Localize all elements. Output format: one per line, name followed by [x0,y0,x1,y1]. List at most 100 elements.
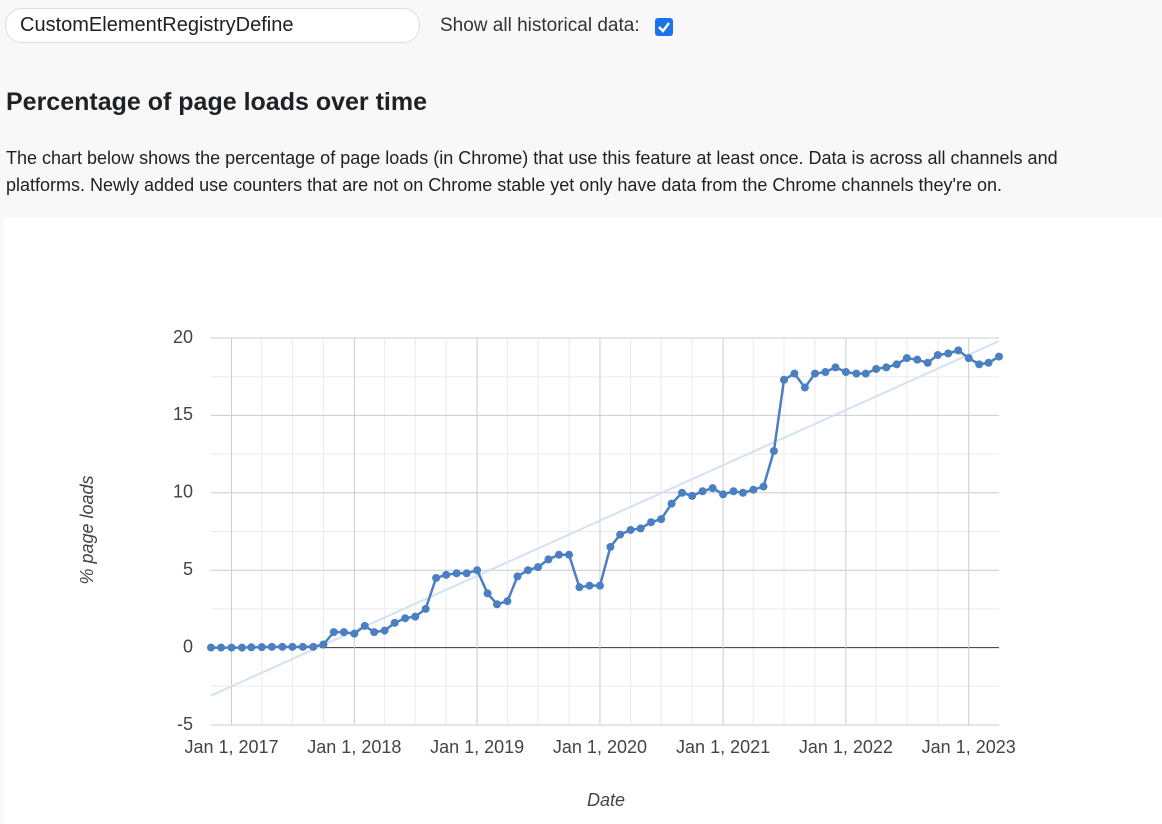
data-point [257,643,266,652]
checkbox-label: Show all historical data: [440,15,640,36]
data-point [298,642,307,651]
data-point [564,550,573,559]
y-tick-label: 10 [173,482,193,502]
x-tick-label: Jan 1, 2020 [553,737,647,757]
data-point [554,550,563,559]
data-point [217,643,226,652]
data-point [749,485,758,494]
data-point [698,487,707,496]
y-tick-label: 20 [173,327,193,347]
data-point [810,369,819,378]
data-point [738,488,747,497]
data-point [852,369,861,378]
data-point [892,360,901,369]
y-tick-label: 0 [183,636,193,656]
data-point [380,626,389,635]
y-tick-label: 15 [173,404,193,424]
trendline [210,340,1000,697]
data-point [902,354,911,363]
data-point [207,643,215,652]
data-point [473,566,482,575]
data-point [729,487,738,496]
data-point [719,490,728,499]
data-point [636,524,645,533]
data-point [534,563,543,572]
data-point [678,488,687,497]
data-point [984,358,993,367]
search-input[interactable]: CustomElementRegistryDefine [5,8,420,43]
data-point [462,569,471,578]
data-point [995,352,1003,361]
description-line: platforms. Newly added use counters that… [6,175,1002,195]
data-point [370,628,379,637]
y-tick-label: 5 [183,559,193,579]
data-point [779,375,788,384]
data-point [954,346,963,355]
checkbox[interactable] [655,18,673,36]
section-title: Percentage of page loads over time [6,88,427,116]
data-point [964,354,973,363]
data-point [933,351,942,360]
data-point [483,589,492,598]
data-point [411,612,420,621]
x-tick-label: Jan 1, 2023 [922,737,1016,757]
chart: % page loads Date -5 0 5 10 15 20 Jan 1, 2017 J… [4,217,1162,824]
data-point [432,573,441,582]
data-point [227,643,236,652]
data-point [319,640,328,649]
description: The chart below shows the percentage of … [6,145,1058,199]
check-icon [658,22,670,33]
data-point [575,583,584,592]
data-point [841,368,850,377]
data-point [944,349,953,358]
data-point [831,363,840,372]
data-point [759,482,768,491]
data-point [350,629,359,638]
data-point [861,369,870,378]
description-line: The chart below shows the percentage of … [6,148,1058,168]
data-point [647,518,656,527]
x-tick-label: Jan 1, 2017 [184,737,278,757]
data-point [492,600,501,609]
data-point [390,618,399,627]
data-point [913,355,922,364]
data-point [708,484,717,493]
data-point [503,597,512,606]
data-point [329,628,338,637]
data-point [452,569,461,578]
y-axis-label: % page loads [77,475,97,584]
data-point [523,566,532,575]
data-point [923,358,932,367]
y-tick-label: -5 [177,714,193,734]
data-point [821,368,830,377]
data-point [800,383,809,392]
data-point [267,642,276,651]
data-point [975,360,984,369]
data-point [606,542,615,551]
data-point [544,555,553,564]
data-point [278,642,287,651]
data-point [421,604,430,613]
data-point [626,525,635,534]
data-point [513,572,522,581]
data-point [595,581,604,590]
data-point [882,363,891,372]
data-point [872,364,881,373]
data-point [360,621,369,630]
data-point [790,369,799,378]
x-tick-label: Jan 1, 2022 [799,737,893,757]
data-point [339,628,348,637]
x-axis-label: Date [587,790,625,810]
data-point [309,642,318,651]
data-point [237,643,246,652]
data-point [769,447,778,456]
data-point [288,642,297,651]
data-point [657,515,666,524]
x-tick-label: Jan 1, 2021 [676,737,770,757]
data-point [616,530,625,539]
data-point [585,581,594,590]
data-point [442,570,451,579]
x-tick-label: Jan 1, 2018 [307,737,401,757]
data-point [667,499,676,508]
